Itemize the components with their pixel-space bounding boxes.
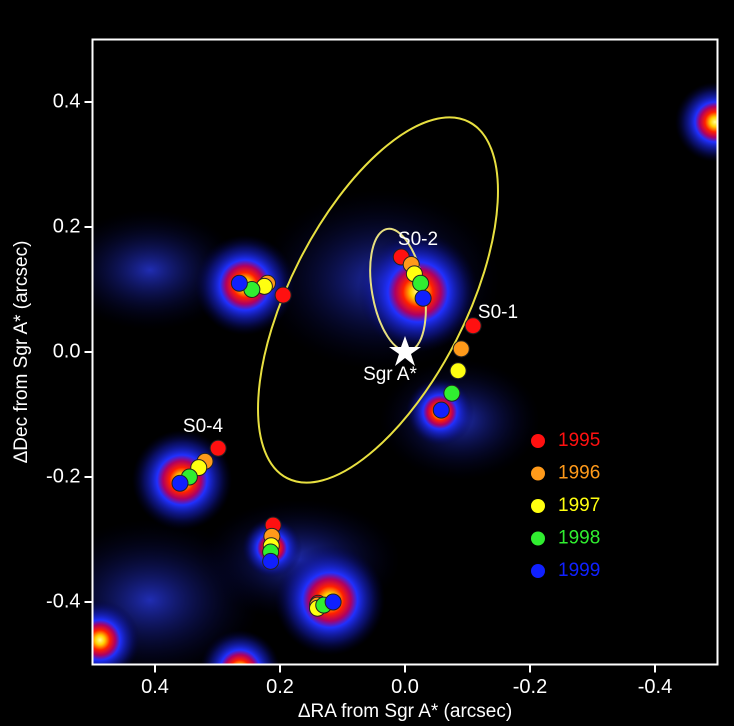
data-point: [412, 274, 430, 292]
y-tick-label: 0.4: [53, 90, 81, 112]
data-point: [432, 401, 450, 419]
data-point: [324, 593, 342, 611]
legend-marker: [531, 531, 545, 546]
annotation: S0-4: [183, 416, 224, 437]
x-tick-label: 0.2: [266, 676, 294, 698]
x-tick-label: 0.0: [391, 676, 419, 698]
data-point: [209, 439, 227, 457]
y-tick-label: 0.2: [53, 215, 81, 237]
x-tick-label: -0.4: [638, 676, 672, 698]
legend-marker: [531, 564, 545, 578]
data-point: [464, 317, 482, 335]
data-point: [274, 286, 292, 304]
data-point: [230, 274, 248, 292]
annotation: S0-1: [478, 302, 518, 323]
legend-label: 1997: [558, 495, 600, 516]
heatmap: [92, 39, 718, 665]
annotation: Sgr A*: [363, 364, 417, 385]
data-point: [443, 384, 461, 402]
data-point: [449, 362, 467, 380]
data-point: [452, 340, 470, 358]
x-tick-label: 0.4: [141, 676, 169, 698]
x-axis-label: ΔRA from Sgr A* (arcsec): [298, 701, 512, 722]
annotation: S0-2: [398, 229, 438, 250]
legend-marker: [531, 434, 545, 448]
sgr-a-star: [389, 336, 421, 366]
x-tick-label: -0.2: [513, 676, 547, 698]
orbit: [257, 116, 499, 484]
legend-label: 1996: [558, 463, 600, 484]
data-point: [262, 552, 280, 570]
y-tick-label: -0.4: [46, 590, 80, 612]
legend-marker: [531, 499, 545, 513]
data-point: [414, 289, 432, 307]
y-tick-label: 0.0: [53, 340, 81, 362]
y-tick-label: -0.2: [46, 465, 80, 487]
legend-label: 1998: [558, 528, 600, 549]
data-point: [171, 474, 189, 492]
y-axis-label: ΔDec from Sgr A* (arcsec): [11, 241, 32, 464]
legend-marker: [531, 466, 545, 481]
legend-label: 1999: [558, 560, 600, 581]
legend-label: 1995: [558, 430, 600, 451]
